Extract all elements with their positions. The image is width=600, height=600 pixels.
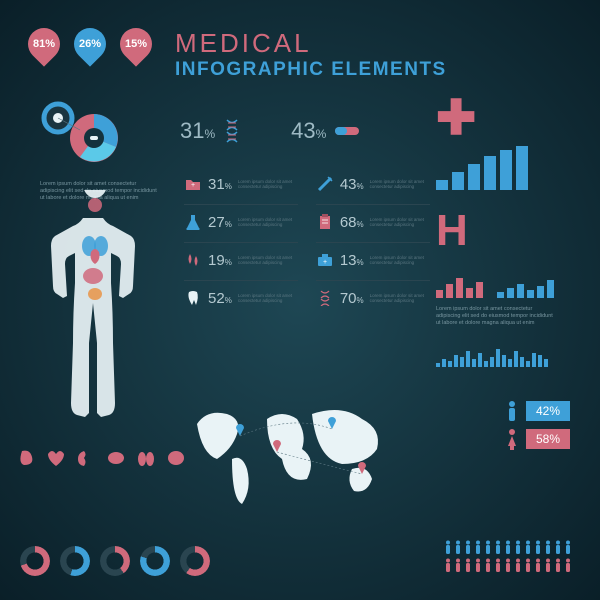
syringe-icon bbox=[317, 176, 333, 192]
stat-tooth: 52% Lorem ipsum dolor sit amet consectet… bbox=[184, 289, 298, 307]
svg-text:+: + bbox=[323, 259, 327, 266]
stomach-icon bbox=[16, 448, 36, 468]
right-caption: Lorem ipsum dolor sit amet consectetur a… bbox=[436, 306, 556, 327]
male-icon bbox=[506, 400, 518, 422]
title-block: MEDICAL INFOGRAPHIC ELEMENTS bbox=[175, 28, 447, 81]
world-map bbox=[182, 394, 402, 519]
top-stat-0: 31% bbox=[180, 118, 241, 144]
folder-icon: + bbox=[185, 177, 201, 191]
stat-kit: + 13% Lorem ipsum dolor sit amet consect… bbox=[316, 251, 430, 269]
top-stat-1: 43% bbox=[291, 118, 360, 144]
lungs-icon bbox=[136, 448, 156, 468]
title-line-1: MEDICAL bbox=[175, 28, 447, 59]
male-tag: 42% bbox=[526, 401, 570, 421]
gender-male: 42% bbox=[506, 400, 570, 422]
medkit-icon: + bbox=[317, 253, 333, 267]
organ-icons-row bbox=[16, 448, 186, 468]
bar-line-chart bbox=[436, 341, 566, 367]
dna-icon bbox=[223, 118, 241, 144]
clipboard-icon bbox=[319, 214, 331, 230]
title-line-2: INFOGRAPHIC ELEMENTS bbox=[175, 59, 447, 81]
stats-col-right: 43% Lorem ipsum dolor sit amet consectet… bbox=[316, 175, 430, 318]
stat-syringe: 43% Lorem ipsum dolor sit amet consectet… bbox=[316, 175, 430, 193]
bar-chart-2a bbox=[436, 268, 483, 298]
stat-folder: + 31% Lorem ipsum dolor sit amet consect… bbox=[184, 175, 298, 193]
droplet-row: 81% 26% 15% bbox=[28, 28, 152, 60]
stat-blood: 19% Lorem ipsum dolor sit amet consectet… bbox=[184, 251, 298, 269]
stat-dna2: 70% Lorem ipsum dolor sit amet consectet… bbox=[316, 289, 430, 307]
liver-icon bbox=[106, 448, 126, 468]
stats-col-left: + 31% Lorem ipsum dolor sit amet consect… bbox=[184, 175, 298, 318]
stat-flask: 27% Lorem ipsum dolor sit amet consectet… bbox=[184, 213, 298, 231]
kidney-icon bbox=[76, 448, 96, 468]
svg-text:+: + bbox=[191, 182, 195, 189]
gender-block: 42% 58% bbox=[506, 400, 570, 456]
droplet-0: 81% bbox=[21, 21, 66, 66]
plus-cross-icon: ✚ bbox=[436, 102, 566, 136]
top-stats: 31% 43% bbox=[180, 118, 360, 144]
pill-icon bbox=[334, 124, 360, 138]
human-body-figure bbox=[35, 190, 155, 445]
right-column: ✚ H Lorem ipsum dolor sit amet consectet… bbox=[436, 102, 566, 367]
bar-chart-1 bbox=[436, 146, 566, 190]
gender-female: 58% bbox=[506, 428, 570, 450]
dna-icon-2 bbox=[319, 290, 331, 306]
heart-icon bbox=[46, 448, 66, 468]
hospital-h-icon: H bbox=[436, 206, 566, 256]
bar-chart-2b bbox=[497, 268, 554, 298]
blood-drop-icon bbox=[185, 252, 201, 268]
population-icons bbox=[444, 540, 572, 572]
donut-chart: Lorem ipsum dolor sit amet consectetur a… bbox=[40, 100, 160, 202]
stat-clipboard: 68% Lorem ipsum dolor sit amet consectet… bbox=[316, 213, 430, 231]
flask-icon bbox=[186, 214, 200, 230]
female-tag: 58% bbox=[526, 429, 570, 449]
droplet-1: 26% bbox=[67, 21, 112, 66]
female-icon bbox=[506, 428, 518, 450]
droplet-2: 15% bbox=[113, 21, 158, 66]
ring-charts-row bbox=[20, 546, 210, 576]
stats-grid: + 31% Lorem ipsum dolor sit amet consect… bbox=[184, 175, 430, 318]
tooth-icon bbox=[186, 290, 200, 306]
